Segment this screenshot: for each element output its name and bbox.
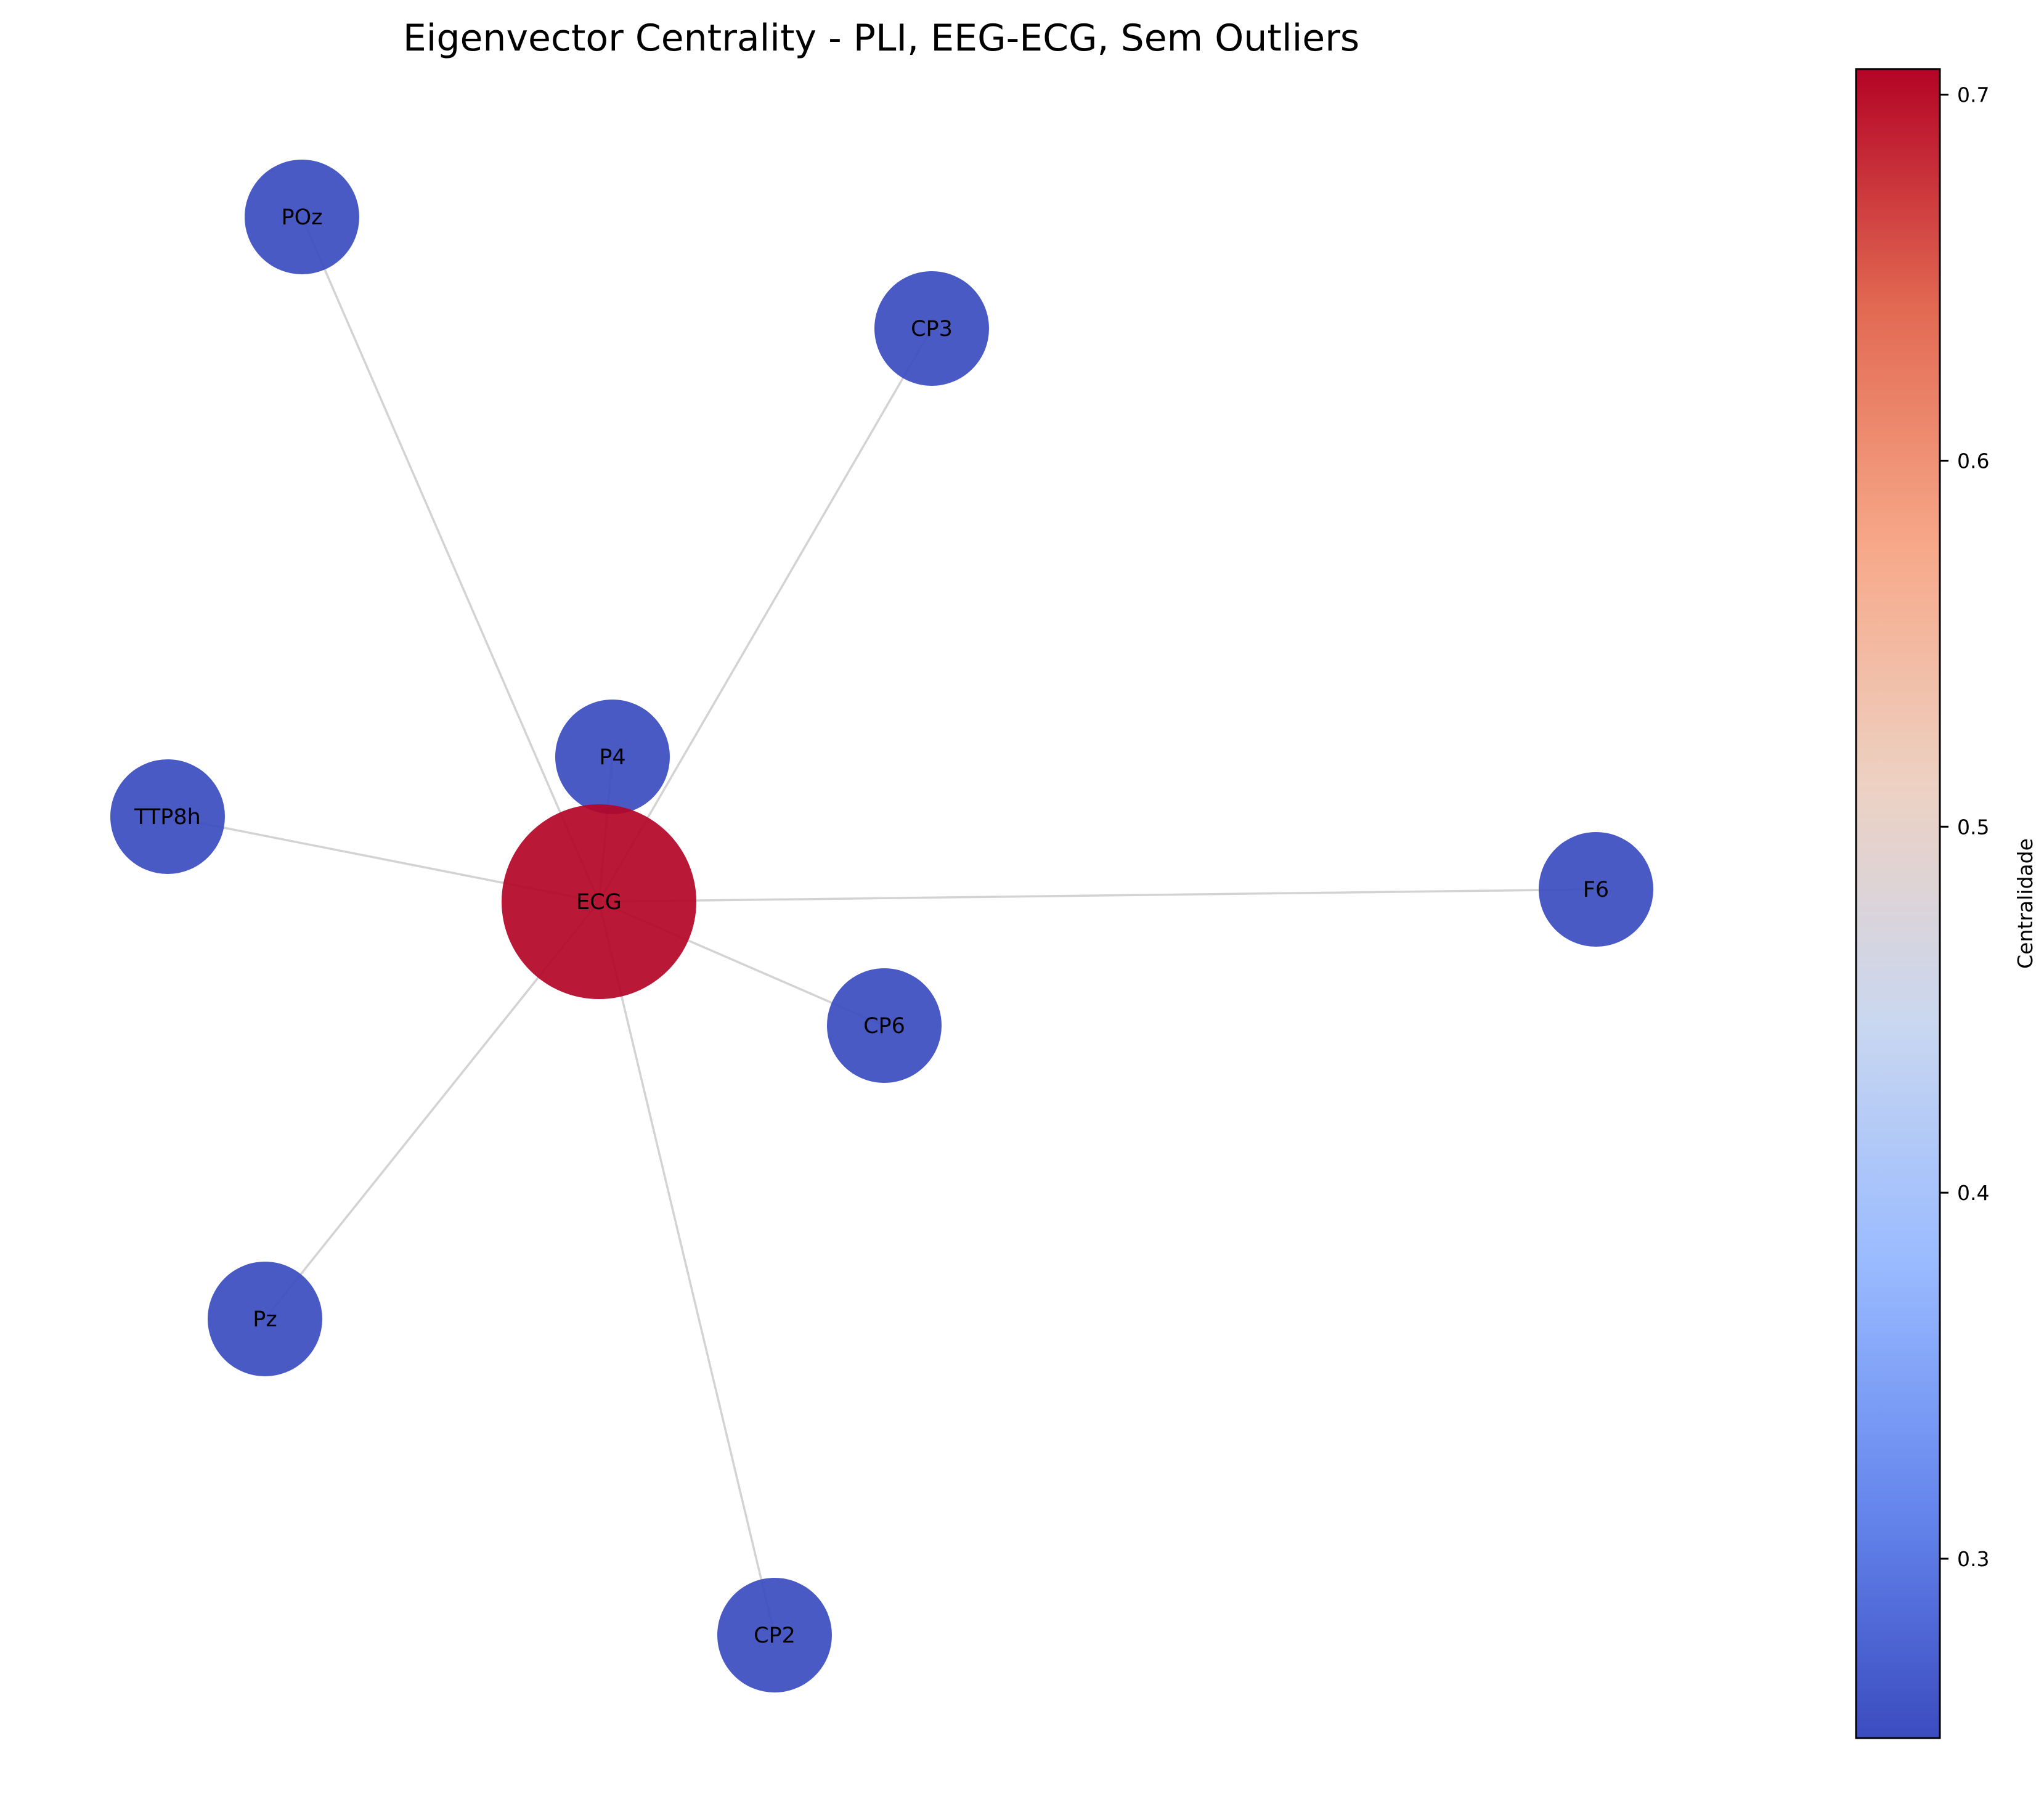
node-circle-p4 [555,700,670,814]
edge-layer [167,216,1597,1636]
node-label-pz: Pz [253,1307,277,1332]
node-ttp8h: TTP8h [110,759,225,874]
node-label-f6: F6 [1583,878,1609,902]
node-label-ttp8h: TTP8h [134,805,201,830]
colorbar-tick-label: 0.7 [1957,83,1989,107]
node-circle-ecg [502,804,696,999]
node-circle-f6 [1539,832,1653,947]
node-label-cp3: CP3 [911,317,953,341]
node-label-poz: POz [281,205,322,230]
node-circle-pz [208,1262,322,1376]
colorbar-tick-label: 0.4 [1957,1181,1989,1205]
node-label-p4: P4 [599,745,625,770]
node-cp3: CP3 [874,271,989,386]
colorbar-label: Centralidade [2013,838,2037,969]
node-f6: F6 [1539,832,1653,947]
chart-title: Eigenvector Centrality - PLI, EEG-ECG, S… [403,17,1359,60]
colorbar-tick-label: 0.6 [1957,449,1989,473]
node-p4: P4 [555,700,670,814]
node-cp2: CP2 [717,1578,832,1692]
node-label-ecg: ECG [576,890,622,915]
node-poz: POz [245,160,359,274]
colorbar: 0.3 0.4 0.5 0.6 0.7 Centralidade [1855,68,2037,1739]
edge-ecg-cp2 [598,901,776,1636]
colorbar-gradient [1855,68,1941,1739]
colorbar-ticks: 0.3 0.4 0.5 0.6 0.7 [1940,83,1989,1571]
node-ecg: ECG [502,804,696,999]
colorbar-tick-label: 0.3 [1957,1547,1989,1571]
node-pz: Pz [208,1262,322,1376]
node-label-cp6: CP6 [863,1014,905,1039]
edge-ecg-poz [301,216,600,902]
node-cp6: CP6 [827,968,942,1083]
edge-ecg-f6 [598,888,1597,903]
node-circle-cp6 [827,968,942,1083]
node-circle-poz [245,160,359,274]
node-label-cp2: CP2 [754,1623,796,1648]
node-circle-ttp8h [110,759,225,874]
colorbar-tick-label: 0.5 [1957,815,1989,839]
node-circle-cp3 [874,271,989,386]
edge-ecg-cp3 [598,328,933,902]
node-circle-cp2 [717,1578,832,1692]
node-layer: POz CP3 P4 TTP8h F6 CP6 Pz CP2 ECG [110,160,1653,1692]
